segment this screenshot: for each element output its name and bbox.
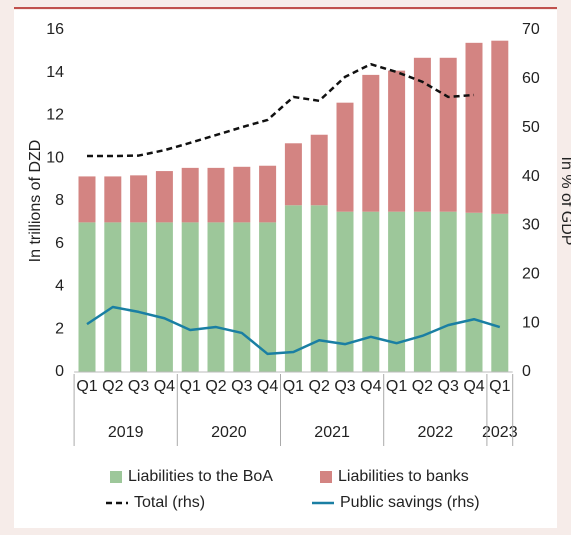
bar-segment bbox=[207, 167, 225, 223]
line-series bbox=[86, 305, 501, 356]
bar-segment bbox=[78, 176, 96, 223]
bar-segment bbox=[233, 166, 251, 223]
legend-box bbox=[98, 458, 498, 522]
bar-segment bbox=[155, 171, 173, 223]
legend-label: Total (rhs) bbox=[134, 494, 205, 511]
bar-segment bbox=[310, 134, 328, 206]
x-tick-label: Q3 bbox=[438, 378, 459, 395]
line-series bbox=[87, 62, 475, 158]
y-tick-label: 6 bbox=[55, 235, 64, 252]
y2-axis-title: In % of GDP bbox=[558, 157, 571, 246]
bar-segment bbox=[259, 165, 277, 223]
x-tick-label: Q3 bbox=[128, 378, 149, 395]
x-tick-label: Q4 bbox=[463, 378, 484, 395]
x-tick-label: Q2 bbox=[102, 378, 123, 395]
x-tick-label: Q3 bbox=[231, 378, 252, 395]
y2-tick-label: 10 bbox=[522, 314, 540, 331]
bar-segment bbox=[181, 167, 199, 223]
y2-tick-label: 50 bbox=[522, 119, 540, 136]
bar-segment bbox=[362, 211, 380, 372]
x-tick-label: Q1 bbox=[76, 378, 97, 395]
y-tick-label: 2 bbox=[55, 320, 64, 337]
year-label: 2020 bbox=[211, 424, 247, 441]
y-tick-label: 10 bbox=[46, 149, 64, 166]
x-tick-label: Q3 bbox=[334, 378, 355, 395]
bar-segment bbox=[439, 57, 457, 212]
legend-label: Public savings (rhs) bbox=[340, 494, 480, 511]
x-tick-label: Q2 bbox=[205, 378, 226, 395]
y2-tick-label: 20 bbox=[522, 266, 540, 283]
legend-swatch bbox=[110, 471, 122, 483]
bar-segment bbox=[104, 222, 122, 372]
bar-segment bbox=[233, 222, 251, 372]
bar-segment bbox=[388, 70, 406, 212]
y-axis-title: In trillions of DZD bbox=[27, 140, 44, 263]
y2-tick-label: 70 bbox=[522, 21, 540, 38]
year-label: 2022 bbox=[418, 424, 454, 441]
bar-segment bbox=[310, 205, 328, 372]
bar-segment bbox=[465, 42, 483, 213]
year-label: 2021 bbox=[314, 424, 350, 441]
bar-segment bbox=[104, 176, 122, 223]
bar-segment bbox=[155, 222, 173, 372]
y-tick-label: 8 bbox=[55, 192, 64, 209]
bar-segment bbox=[388, 211, 406, 372]
bar-segment bbox=[465, 212, 483, 372]
bar-segment bbox=[336, 211, 354, 372]
x-tick-label: Q4 bbox=[360, 378, 381, 395]
y-tick-label: 12 bbox=[46, 107, 64, 124]
bar-segment bbox=[130, 222, 148, 372]
bar-segment bbox=[130, 175, 148, 223]
x-tick-label: Q1 bbox=[180, 378, 201, 395]
year-label: 2019 bbox=[108, 424, 144, 441]
x-tick-label: Q1 bbox=[386, 378, 407, 395]
legend-swatch bbox=[320, 471, 332, 483]
legend-label: Liabilities to the BoA bbox=[128, 468, 273, 485]
x-tick-label: Q1 bbox=[489, 378, 510, 395]
bar-segment bbox=[207, 222, 225, 372]
bar-segment bbox=[336, 102, 354, 212]
y2-tick-label: 0 bbox=[522, 363, 531, 380]
y-tick-label: 16 bbox=[46, 21, 64, 38]
y2-tick-label: 30 bbox=[522, 217, 540, 234]
bar-segment bbox=[491, 40, 509, 214]
bar-segment bbox=[284, 205, 302, 372]
bar-segment bbox=[491, 213, 509, 372]
bar-segment bbox=[413, 57, 431, 212]
y2-tick-label: 40 bbox=[522, 168, 540, 185]
bar-segment bbox=[181, 222, 199, 372]
y2-tick-label: 60 bbox=[522, 70, 540, 87]
year-label: 2023 bbox=[482, 424, 518, 441]
y-tick-label: 0 bbox=[55, 363, 64, 380]
x-tick-label: Q2 bbox=[412, 378, 433, 395]
x-tick-label: Q4 bbox=[257, 378, 278, 395]
bar-segment bbox=[284, 143, 302, 206]
y-tick-label: 4 bbox=[55, 278, 64, 295]
x-tick-label: Q4 bbox=[154, 378, 175, 395]
y-tick-label: 14 bbox=[46, 64, 64, 81]
bar-segment bbox=[413, 211, 431, 372]
bar-segment bbox=[259, 222, 277, 372]
legend-label: Liabilities to banks bbox=[338, 468, 469, 485]
bar-segment bbox=[439, 211, 457, 372]
x-tick-label: Q1 bbox=[283, 378, 304, 395]
bar-segment bbox=[78, 222, 96, 372]
bar-segment bbox=[362, 74, 380, 212]
x-tick-label: Q2 bbox=[309, 378, 330, 395]
